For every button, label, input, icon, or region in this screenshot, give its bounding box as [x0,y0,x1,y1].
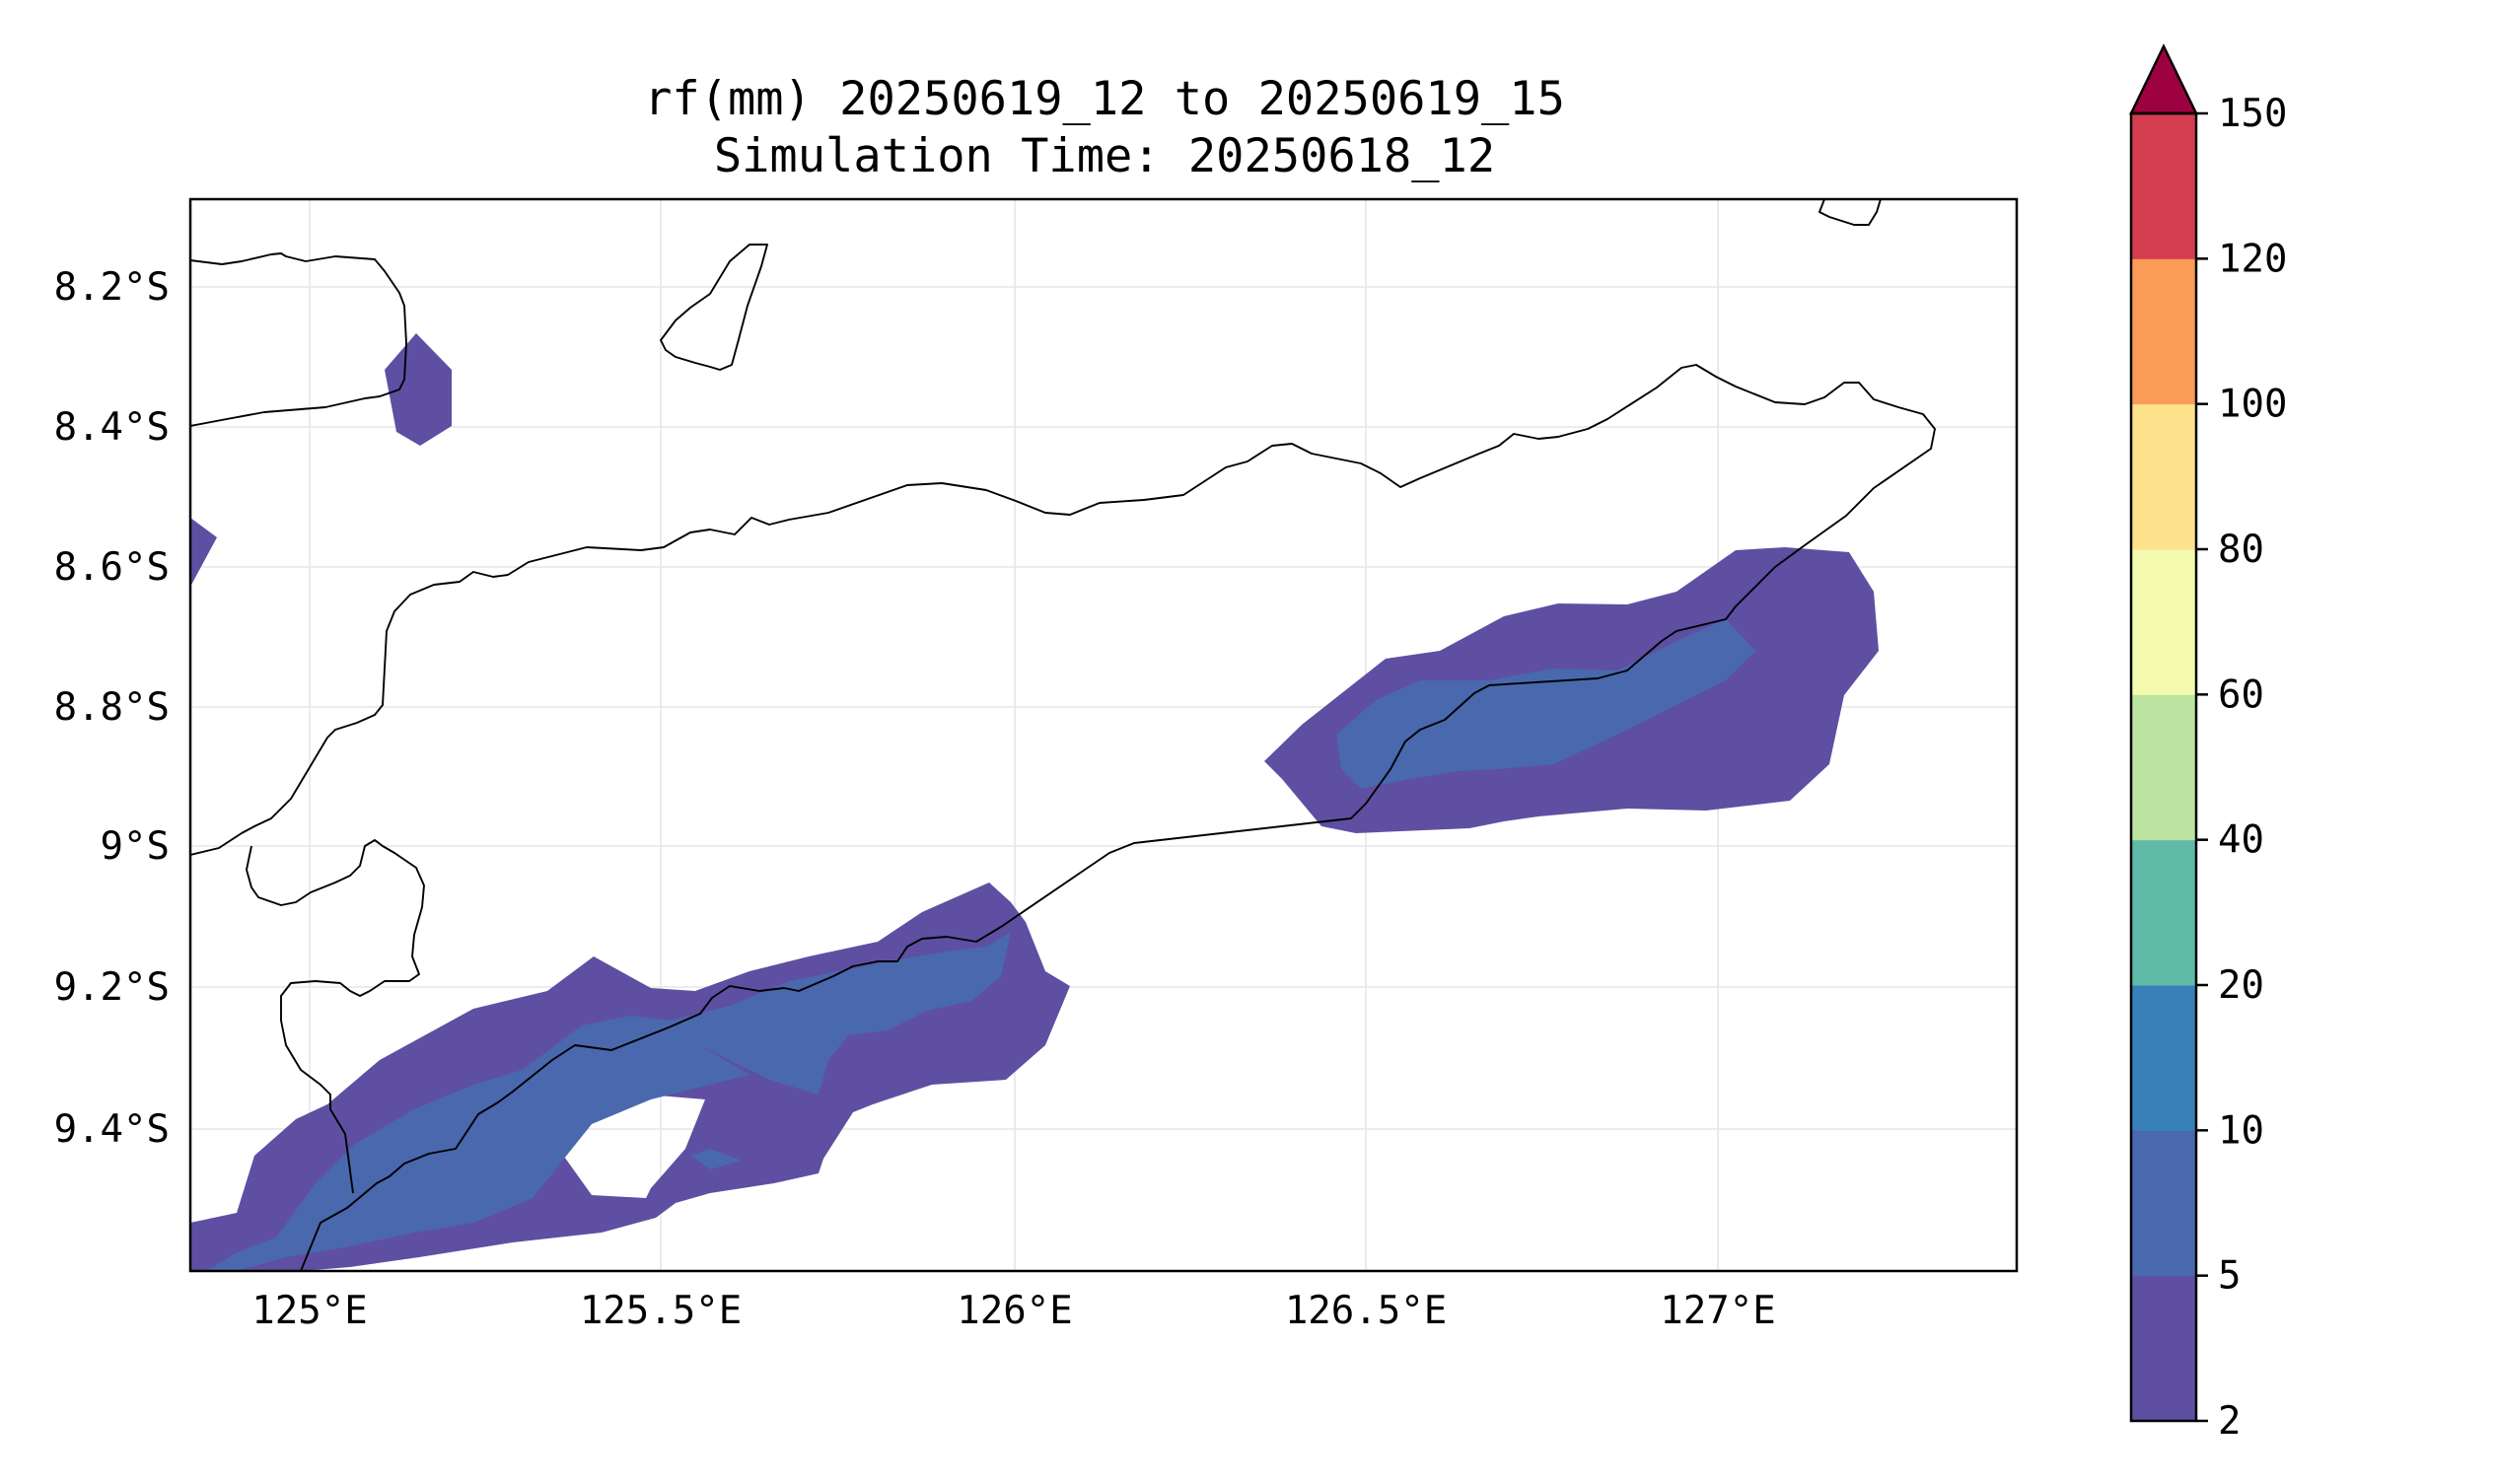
colorbar-segment [2131,258,2196,405]
lon-tick-label: 127°E [1660,1289,1775,1333]
lat-tick-label: 9.4°S [54,1107,170,1152]
lat-axis: 8.2°S 8.4°S 8.6°S 8.8°S 9°S 9.2°S 9.4°S [54,265,170,1152]
colorbar-tick-label: 120 [2218,237,2287,281]
lon-tick-label: 126°E [957,1289,1072,1333]
colorbar-segment [2131,113,2196,259]
colorbar-ticks: 2 5 10 20 40 60 80 100 120 150 [2196,92,2287,1444]
colorbar-tick-label: 10 [2218,1108,2264,1153]
colorbar-segment [2131,1130,2196,1277]
colorbar-tick-label: 20 [2218,963,2264,1008]
lon-axis: 125°E 125.5°E 126°E 126.5°E 127°E [251,1289,1775,1333]
rain-area-south-west-core-small [690,1149,742,1169]
colorbar-tick-label: 2 [2218,1399,2241,1444]
colorbar-extend-triangle [2129,43,2198,115]
colorbar-tick-label: 100 [2218,383,2287,427]
coastline-northeast-islet [1819,199,1882,226]
map-title-line1: rf(mm) 20250619_12 to 20250619_15 [644,72,1565,126]
colorbar-segments [2131,113,2196,1422]
rain-area-south-west-core [207,932,1011,1271]
lon-tick-label: 125.5°E [580,1289,742,1333]
coastline-timor-north [190,364,1936,1271]
map-title-line2: Simulation Time: 20250618_12 [714,129,1495,183]
colorbar-segment [2131,985,2196,1131]
coastline-timor-west-south [246,839,425,1194]
rain-area-east-core [1336,619,1755,789]
lat-tick-label: 8.6°S [54,545,170,590]
colorbar-tick-label: 80 [2218,528,2264,572]
lat-tick-label: 8.8°S [54,685,170,730]
map-area [188,197,2019,1273]
colorbar: 2 5 10 20 40 60 80 100 120 150 [2129,43,2287,1444]
map-frame [188,197,2019,1273]
colorbar-segment [2131,839,2196,986]
lat-tick-label: 9°S [101,824,170,869]
coastline-north-island [190,252,407,427]
colorbar-segment [2131,1275,2196,1422]
colorbar-tick-label: 5 [2218,1254,2241,1299]
colorbar-tick-label: 40 [2218,818,2264,863]
lon-tick-label: 125°E [251,1289,367,1333]
lat-tick-label: 8.2°S [54,265,170,310]
rain-area-northwest-small [385,333,452,446]
colorbar-tick-label: 60 [2218,672,2264,717]
coastlines [190,199,1936,1271]
map-gridlines [190,199,2017,1271]
coastline-atauro-island [660,244,768,371]
lat-tick-label: 9.2°S [54,965,170,1010]
colorbar-tick-label: 150 [2218,92,2287,136]
colorbar-frame [2129,111,2198,1423]
colorbar-segment [2131,403,2196,550]
rain-area-west-edge [190,518,217,587]
lat-tick-label: 8.4°S [54,405,170,450]
lon-tick-label: 126.5°E [1285,1289,1447,1333]
colorbar-segment [2131,549,2196,695]
colorbar-segment [2131,694,2196,841]
